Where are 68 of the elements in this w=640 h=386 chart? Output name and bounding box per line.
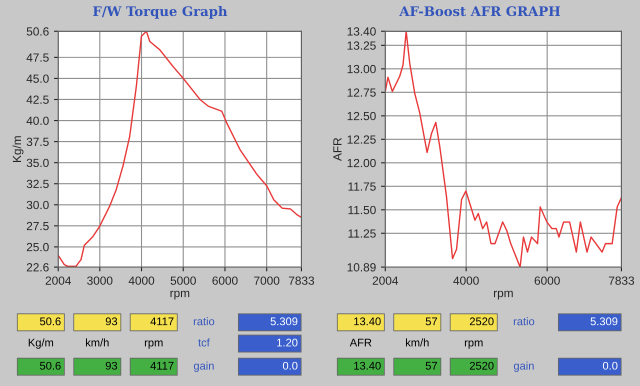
line-series — [58, 31, 302, 267]
x-tick-label: 6000 — [534, 276, 560, 285]
text: 2520 — [470, 362, 494, 370]
text: 50.6 — [40, 362, 61, 370]
x-tick-label: 7833 — [288, 276, 314, 285]
x-tick-label: 5000 — [170, 276, 196, 285]
x-tick-label: 2004 — [46, 276, 72, 285]
y-tick-label: 22.6 — [26, 263, 49, 272]
y-tick-label: 13.40 — [348, 27, 376, 36]
chart-title: F/W Torque Graph — [93, 6, 228, 19]
y-tick-label: 12.25 — [348, 135, 376, 144]
text: ratio — [194, 317, 214, 326]
y-tick-label: 42.5 — [26, 96, 49, 104]
y-tick-label: 11.25 — [348, 229, 376, 238]
y-tick-label: 10.89 — [348, 263, 376, 272]
x-tick-label: 4000 — [453, 276, 479, 285]
y-tick-label: 50.6 — [26, 27, 49, 36]
text: tcf — [198, 338, 210, 347]
y-axis-title: AFR — [333, 138, 342, 161]
y-tick-label: 37.5 — [26, 138, 49, 146]
text: 5.309 — [270, 317, 298, 326]
text: 50.6 — [40, 317, 61, 326]
y-tick-label: 45.0 — [26, 74, 49, 83]
text: ratio — [514, 317, 534, 326]
text: 5.309 — [590, 317, 618, 326]
x-tick-label: 2004 — [372, 276, 398, 285]
text: 93 — [106, 362, 118, 370]
text: gain — [194, 362, 214, 372]
y-tick-label: 12.50 — [348, 112, 376, 120]
y-tick-label: 27.5 — [26, 222, 49, 230]
x-tick-label: 4000 — [128, 276, 154, 285]
x-axis-title: rpm — [170, 290, 190, 300]
text: 57 — [426, 362, 438, 370]
text: 0.0 — [602, 362, 618, 370]
text: 4117 — [150, 362, 174, 370]
y-tick-label: 40.0 — [26, 116, 49, 125]
text: Kg/m — [28, 338, 54, 349]
text: 57 — [426, 318, 438, 326]
text: AFR — [350, 338, 372, 346]
chart-title: AF-Boost AFR GRAPH — [399, 6, 560, 16]
y-axis-title: Kg/m — [12, 136, 24, 162]
text: rpm — [144, 340, 163, 349]
y-tick-label: 12.00 — [348, 158, 376, 168]
x-tick-label: 3000 — [87, 276, 112, 285]
y-tick-label: 13.00 — [348, 64, 376, 74]
y-tick-label: 13.25 — [348, 41, 376, 50]
x-tick-label: 7833 — [608, 276, 634, 285]
text: km/h — [406, 338, 429, 347]
y-tick-label: 11.50 — [348, 206, 376, 214]
y-tick-label: 12.75 — [348, 88, 376, 97]
y-tick-label: 35.0 — [26, 158, 49, 168]
y-tick-label: 25.0 — [26, 242, 49, 252]
text: 2520 — [470, 317, 494, 326]
x-tick-label: 6000 — [212, 276, 238, 285]
y-tick-label: 30.0 — [26, 200, 49, 210]
text: 0.0 — [282, 362, 298, 370]
x-tick-label: 7000 — [254, 276, 280, 285]
y-tick-label: 32.5 — [26, 180, 49, 188]
text: 4117 — [150, 318, 174, 326]
y-tick-label: 11.75 — [348, 182, 376, 191]
text: 1.20 — [277, 338, 298, 347]
x-axis-title: rpm — [494, 290, 513, 300]
y-tick-label: 47.5 — [26, 54, 49, 62]
text: rpm — [464, 340, 483, 349]
text: km/h — [86, 338, 109, 347]
text: 93 — [106, 317, 118, 326]
text: gain — [514, 362, 534, 372]
line-series — [385, 31, 622, 268]
